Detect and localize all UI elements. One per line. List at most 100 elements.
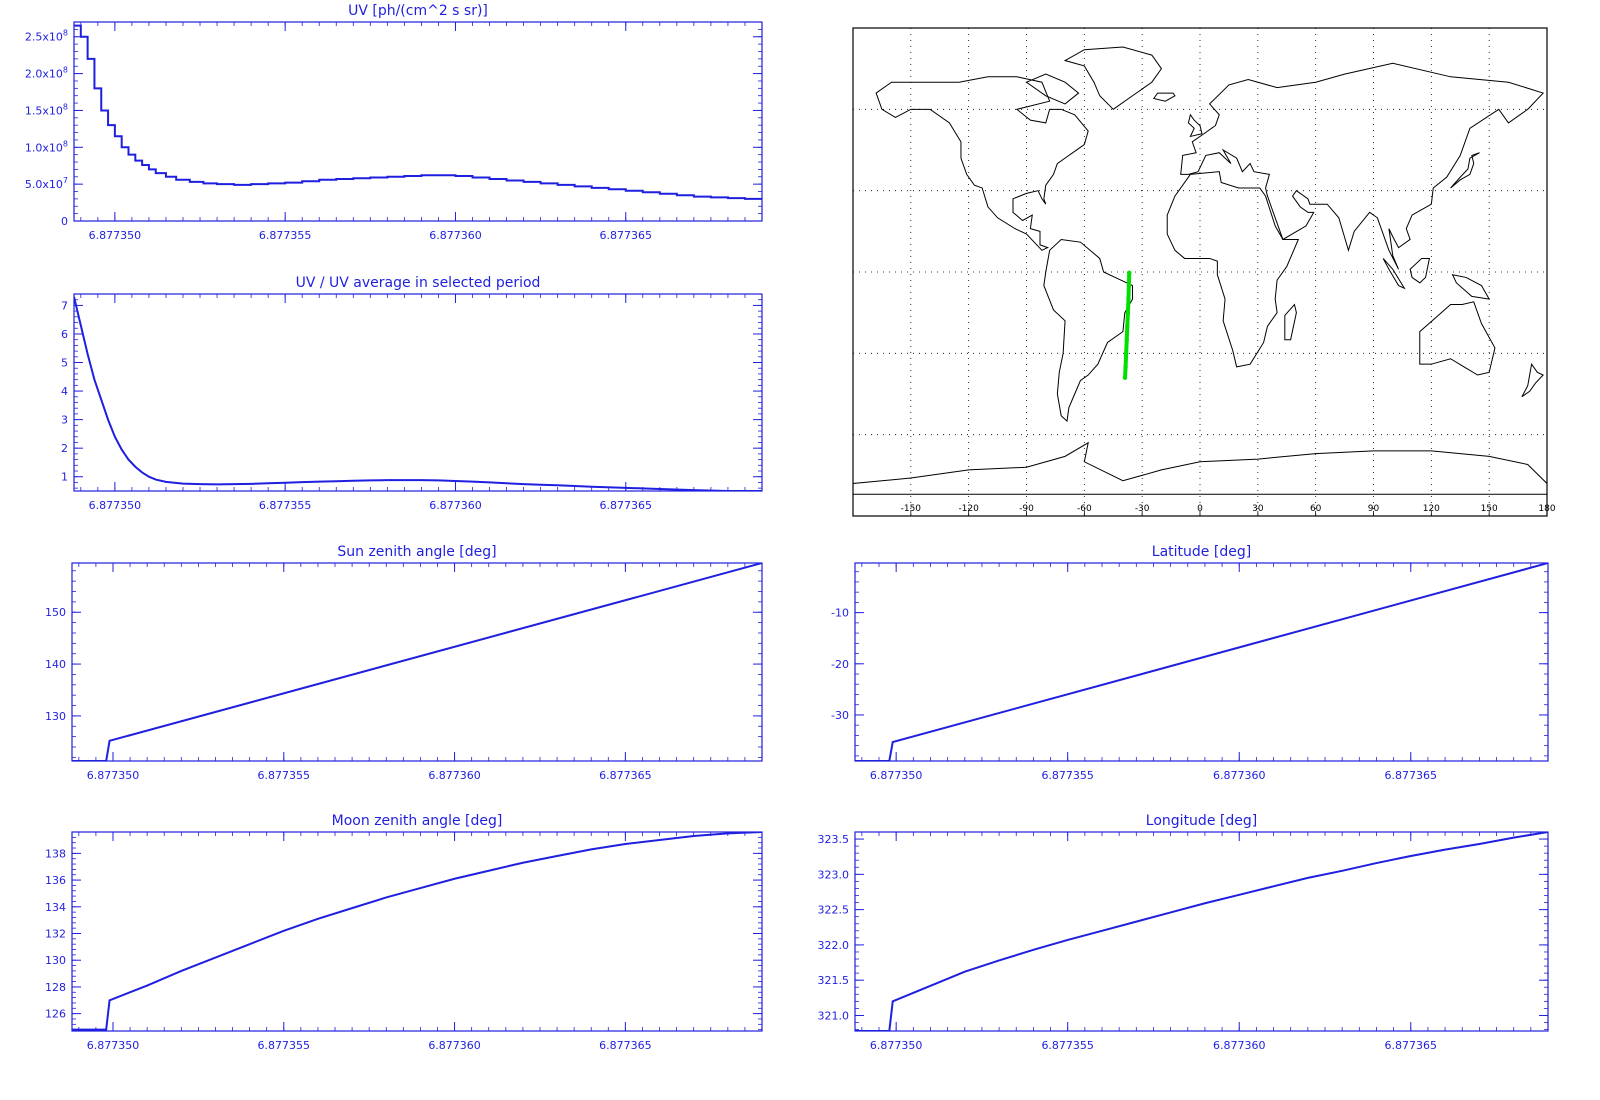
y-tick-label: 2 <box>61 442 68 455</box>
coastline-madagascar <box>1284 303 1297 341</box>
longitude-chart: Longitude [deg] 6.877350 6.877355 6.877360 6… <box>818 813 1549 1052</box>
y-tick-label: 1 <box>61 471 68 484</box>
map-x-tick-label: -120 <box>958 504 979 514</box>
x-tick-label: 6.877365 <box>1385 769 1438 782</box>
plot-frame <box>854 562 1549 762</box>
x-tick-label: 6.877350 <box>870 1039 923 1052</box>
coastline-new-zealand <box>1521 362 1544 398</box>
y-tick-label: -10 <box>831 607 849 620</box>
x-tick-label: 6.877360 <box>428 1039 481 1052</box>
world-map: -150 -120 -90 -60 -30 0 30 60 90 120 150 180 <box>852 27 1556 517</box>
y-tick-label: 7 <box>61 299 68 312</box>
x-tick-label: 6.877350 <box>870 769 923 782</box>
x-tick-label: 6.877355 <box>258 1039 311 1052</box>
x-tick-label: 6.877355 <box>1041 1039 1094 1052</box>
track-point <box>1125 324 1130 329</box>
coastline-africa <box>1166 171 1300 368</box>
map-x-tick-label: -60 <box>1077 504 1092 514</box>
moon-zenith-chart: Moon zenith angle [deg] 6.877350 6.877355 6… <box>45 813 763 1052</box>
x-tick-label: 6.877355 <box>1041 769 1094 782</box>
series-line <box>72 563 762 761</box>
y-tick-label: 321.5 <box>818 974 850 987</box>
plot-frame <box>71 831 763 1032</box>
coastline-south-america <box>1043 238 1134 423</box>
series-line <box>72 832 762 1031</box>
x-tick-label: 6.877365 <box>600 499 653 512</box>
map-x-tick-label: -30 <box>1135 504 1150 514</box>
series-line <box>74 24 762 200</box>
track-point <box>1126 283 1132 288</box>
y-tick-label: 138 <box>45 847 66 860</box>
x-tick-label: 6.877360 <box>429 499 482 512</box>
x-tick-label: 6.877350 <box>87 769 140 782</box>
x-tick-label: 6.877365 <box>599 1039 652 1052</box>
chart-title: UV [ph/(cm^2 s sr)] <box>348 3 488 19</box>
y-tick-label: 128 <box>45 981 66 994</box>
series-line <box>855 563 1548 761</box>
x-tick-label: 6.877360 <box>1213 1039 1266 1052</box>
coastline-japan <box>1450 152 1480 189</box>
y-tick-label: 1.0x108 <box>25 139 68 154</box>
chart-title: Sun zenith angle [deg] <box>337 544 496 560</box>
uv-chart: UV [ph/(cm^2 s sr)] 6.877350 6.877355 6.877… <box>25 3 763 242</box>
coastline-greenland <box>1063 46 1163 110</box>
chart-title: Longitude [deg] <box>1146 813 1257 829</box>
map-x-tick-label: 30 <box>1252 504 1264 514</box>
plot-frame <box>73 21 763 222</box>
track-point <box>1127 270 1132 276</box>
y-tick-label: 5.0x107 <box>25 176 68 191</box>
y-tick-label: 3 <box>61 414 68 427</box>
y-tick-label: 1.5x108 <box>25 102 68 117</box>
x-tick-label: 6.877355 <box>259 229 312 242</box>
x-tick-label: 6.877350 <box>89 499 142 512</box>
coastline-iceland <box>1152 92 1176 102</box>
coastline-britain <box>1187 113 1203 138</box>
map-x-tick-label: -150 <box>901 504 922 514</box>
y-tick-label: 132 <box>45 928 66 941</box>
coastline-borneo <box>1409 257 1431 284</box>
map-x-tick-label: 90 <box>1368 504 1380 514</box>
x-tick-label: 6.877355 <box>258 769 311 782</box>
coastline-new-guinea <box>1451 274 1491 300</box>
plot-frame <box>73 293 763 492</box>
track-point <box>1123 351 1129 356</box>
x-tick-label: 6.877360 <box>1213 769 1266 782</box>
x-tick-label: 6.877360 <box>429 229 482 242</box>
coastline-baffin-island <box>1025 73 1080 105</box>
y-tick-label: 4 <box>61 385 68 398</box>
chart-title: UV / UV average in selected period <box>296 275 541 291</box>
map-x-tick-label: -90 <box>1019 504 1034 514</box>
y-tick-label: 6 <box>61 328 68 341</box>
x-tick-label: 6.877365 <box>600 229 653 242</box>
y-tick-label: 130 <box>45 954 66 967</box>
x-tick-label: 6.877360 <box>428 769 481 782</box>
y-tick-label: 321.0 <box>818 1009 850 1022</box>
x-tick-label: 6.877365 <box>1385 1039 1438 1052</box>
y-tick-label: 323.0 <box>818 868 850 881</box>
coastline-europe-asia <box>1180 62 1545 270</box>
y-tick-label: 2.5x108 <box>25 29 68 44</box>
plot-frame <box>854 831 1549 1032</box>
y-tick-label: 322.5 <box>818 904 850 917</box>
y-tick-label: 5 <box>61 357 68 370</box>
y-tick-label: 322.0 <box>818 939 850 952</box>
y-tick-label: -20 <box>831 658 849 671</box>
coastline-indonesia <box>1382 258 1406 290</box>
chart-title: Moon zenith angle [deg] <box>332 813 503 829</box>
coastline-australia <box>1419 301 1496 376</box>
track-point <box>1126 296 1131 302</box>
series-line <box>855 832 1548 1031</box>
track-point <box>1122 375 1128 380</box>
latitude-chart: Latitude [deg] 6.877350 6.877355 6.877360 6.… <box>831 544 1549 782</box>
map-frame <box>852 27 1548 517</box>
y-tick-label: 150 <box>45 606 66 619</box>
x-tick-label: 6.877355 <box>259 499 312 512</box>
map-x-tick-label: 0 <box>1197 504 1203 514</box>
y-tick-label: 130 <box>45 710 66 723</box>
map-x-tick-label: 120 <box>1423 504 1440 514</box>
track-point <box>1124 337 1129 342</box>
y-tick-label: 140 <box>45 658 66 671</box>
track-point <box>1125 310 1131 315</box>
map-x-tick-label: 180 <box>1538 504 1555 514</box>
y-tick-label: 323.5 <box>818 833 850 846</box>
